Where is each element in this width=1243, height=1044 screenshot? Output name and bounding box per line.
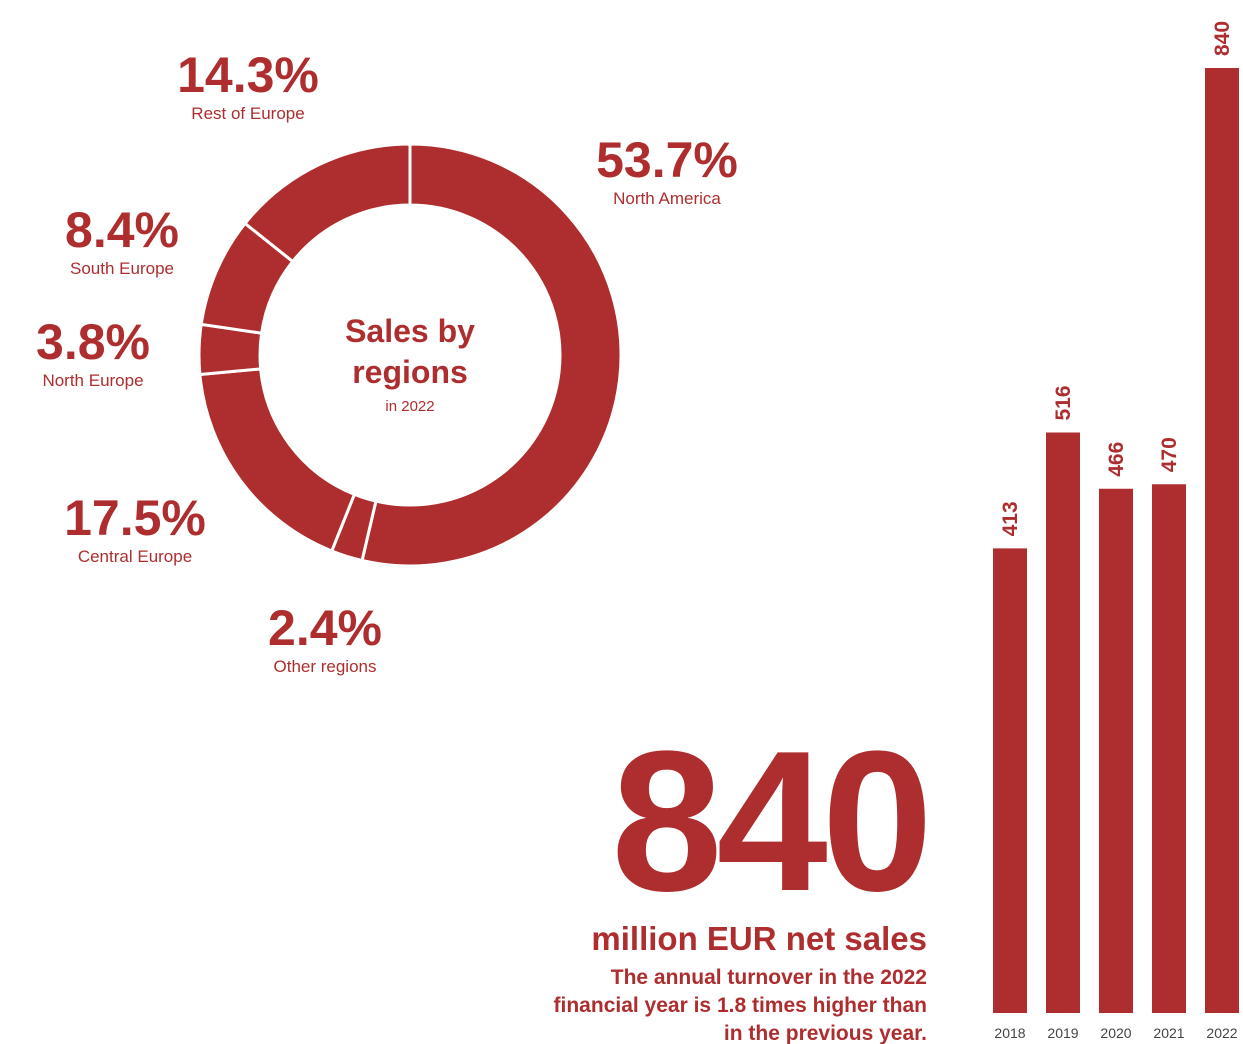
highlight-caption: million EUR net sales — [591, 920, 927, 957]
donut-slice — [198, 367, 357, 553]
slice-category-label: Central Europe — [78, 547, 192, 566]
bar — [1046, 432, 1080, 1013]
description-line: The annual turnover in the 2022 — [611, 966, 927, 989]
slice-value-label: 3.8% — [36, 314, 150, 370]
bar — [1099, 488, 1133, 1013]
donut-slice — [360, 142, 623, 568]
x-tick-label: 2020 — [1100, 1025, 1131, 1041]
slice-value-label: 2.4% — [268, 600, 382, 656]
slice-category-label: South Europe — [70, 259, 174, 278]
x-tick-label: 2022 — [1206, 1025, 1237, 1041]
bar — [993, 548, 1027, 1013]
x-tick-label: 2021 — [1153, 1025, 1184, 1041]
bar — [1205, 68, 1239, 1013]
slice-value-label: 8.4% — [65, 202, 179, 258]
description-line: in the previous year. — [724, 1022, 927, 1044]
slice-category-label: Rest of Europe — [191, 104, 304, 123]
slice-value-label: 17.5% — [64, 490, 206, 546]
slice-category-label: North Europe — [42, 371, 143, 390]
donut-title-2: regions — [352, 354, 468, 390]
x-tick-label: 2018 — [994, 1025, 1025, 1041]
x-tick-label: 2019 — [1047, 1025, 1078, 1041]
donut-subtitle: in 2022 — [385, 398, 434, 415]
bar-value-label: 413 — [999, 501, 1022, 536]
bar-value-label: 516 — [1052, 385, 1075, 420]
bar-value-label: 840 — [1211, 21, 1234, 56]
donut-title-1: Sales by — [345, 313, 475, 349]
bar — [1152, 484, 1186, 1013]
slice-category-label: Other regions — [274, 657, 377, 676]
donut-slice — [242, 142, 412, 264]
bar-value-label: 470 — [1158, 437, 1181, 472]
slice-category-label: North America — [613, 189, 721, 208]
description-line: financial year is 1.8 times higher than — [554, 994, 927, 1017]
slice-value-label: 14.3% — [177, 47, 319, 103]
highlight: 840 — [611, 710, 927, 933]
slice-value-label: 53.7% — [596, 132, 738, 188]
bar-value-label: 466 — [1105, 442, 1128, 477]
